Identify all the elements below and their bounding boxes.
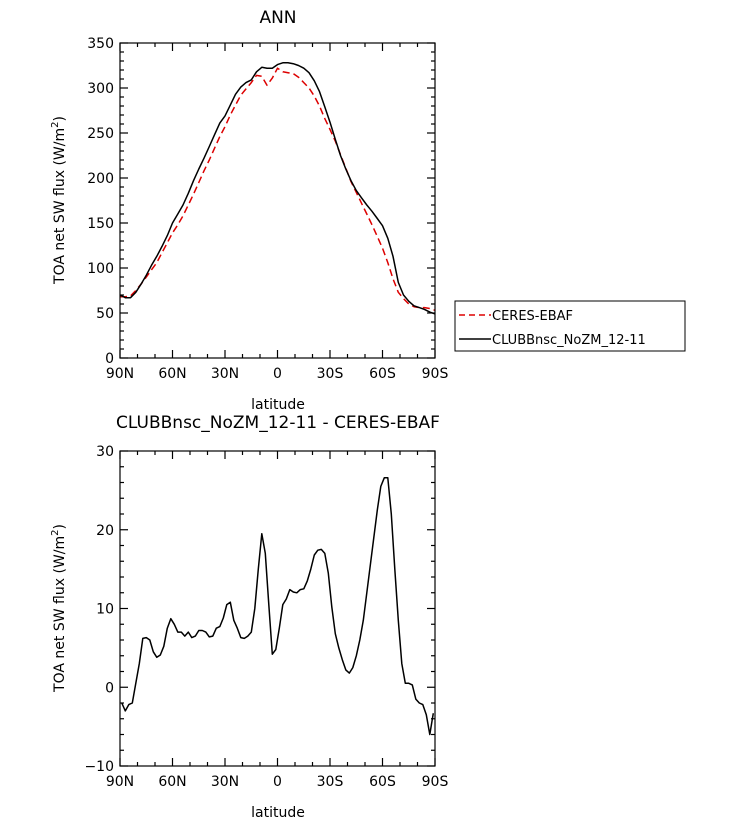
- top-y-axis-label-sup: 2: [50, 122, 61, 128]
- bottom-x-tick-label: 90N: [106, 774, 134, 790]
- bottom-y-axis-label: TOA net SW flux (W/m2): [50, 524, 68, 693]
- top-y-tick-label: 100: [87, 261, 114, 277]
- bottom-x-tick-label: 90S: [422, 774, 449, 790]
- top-ticks-group: 90N 60N 30N 0 30S 60S 90S 0 50 100 150 200 250 300 350: [87, 36, 448, 382]
- top-x-axis-label: latitude: [251, 397, 305, 413]
- legend-label-ceres: CERES-EBAF: [492, 309, 573, 324]
- top-y-axis-label-main: TOA net SW flux (W/m: [52, 128, 68, 285]
- bottom-series-group: [121, 477, 435, 736]
- bottom-x-axis-label: latitude: [251, 805, 305, 821]
- top-y-tick-label: 0: [105, 351, 114, 367]
- bottom-x-tick-label: 60N: [158, 774, 186, 790]
- bottom-y-tick-label: 10: [96, 602, 114, 618]
- bottom-y-tick-label: 20: [96, 523, 114, 539]
- bottom-x-tick-label: 30S: [317, 774, 344, 790]
- top-y-tick-label: 150: [87, 216, 114, 232]
- top-x-tick-label: 30S: [317, 366, 344, 382]
- bottom-y-axis-label-end: ): [52, 524, 68, 529]
- top-series-group: [119, 62, 436, 315]
- top-y-tick-label: 50: [96, 306, 114, 322]
- top-x-tick-label: 0: [273, 366, 282, 382]
- top-plot-frame: [119, 42, 436, 359]
- bottom-y-tick-label: −10: [84, 759, 114, 775]
- bottom-x-tick-label: 60S: [369, 774, 396, 790]
- bottom-y-tick-label: 0: [105, 680, 114, 696]
- bottom-series-line-0: [121, 477, 435, 736]
- legend-box: [454, 300, 686, 352]
- top-series-line-0: [120, 67, 436, 312]
- top-y-tick-label: 250: [87, 126, 114, 142]
- bottom-y-axis-label-sup: 2: [50, 530, 61, 536]
- top-x-tick-label: 90S: [422, 366, 449, 382]
- legend-label-clubb: CLUBBnsc_NoZM_12-11: [492, 333, 646, 348]
- top-y-axis-label: TOA net SW flux (W/m2): [50, 116, 68, 285]
- bottom-ticks-group: 90N 60N 30N 0 30S 60S 90S −10 0 10 20 30: [84, 444, 448, 790]
- bottom-y-tick-label: 30: [96, 444, 114, 460]
- bottom-y-axis-label-main: TOA net SW flux (W/m: [52, 536, 68, 693]
- top-panel: ANN 90N 60N 30N 0 30S 60S 90S 0 50 100 150 200 250 30…: [50, 8, 686, 413]
- top-y-axis-label-end: ): [52, 116, 68, 121]
- top-x-tick-label: 30N: [211, 366, 239, 382]
- bottom-panel: CLUBBnsc_NoZM_12-11 - CERES-EBAF 90N 60N 3…: [50, 413, 448, 821]
- top-x-tick-label: 60N: [158, 366, 186, 382]
- top-series-line-1: [119, 62, 436, 315]
- top-x-tick-label: 60S: [369, 366, 396, 382]
- bottom-plot-frame: [119, 450, 436, 767]
- legend: CERES-EBAF CLUBBnsc_NoZM_12-11: [454, 300, 686, 352]
- top-y-tick-label: 200: [87, 171, 114, 187]
- top-y-tick-label: 300: [87, 81, 114, 97]
- top-chart-title: ANN: [259, 8, 296, 28]
- bottom-chart-title: CLUBBnsc_NoZM_12-11 - CERES-EBAF: [116, 413, 440, 433]
- bottom-x-tick-label: 0: [273, 774, 282, 790]
- top-y-tick-label: 350: [87, 36, 114, 52]
- top-x-tick-label: 90N: [106, 366, 134, 382]
- bottom-x-tick-label: 30N: [211, 774, 239, 790]
